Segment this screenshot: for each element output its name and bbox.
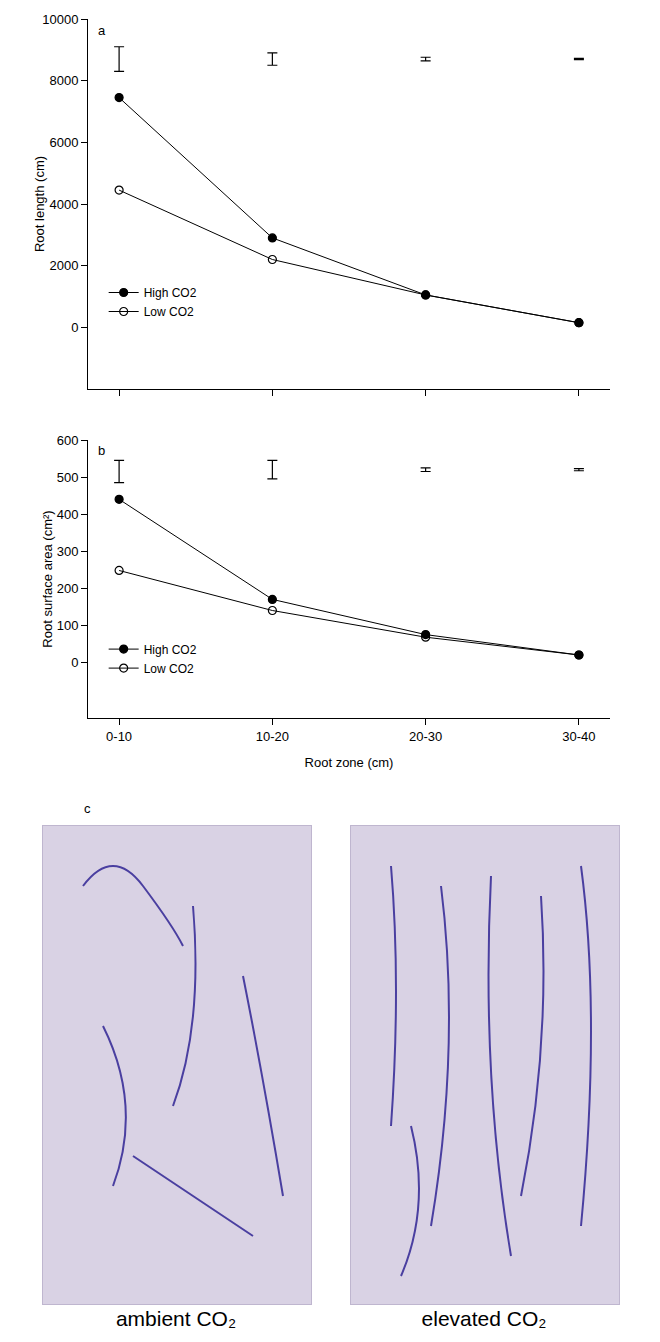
svg-text:300: 300: [57, 544, 79, 559]
svg-text:Root length (cm): Root length (cm): [32, 156, 47, 252]
html-text:elevated CO₂: elevated CO₂: [421, 1307, 547, 1330]
svg-text:0: 0: [71, 655, 78, 670]
svg-text:30-40: 30-40: [562, 729, 595, 744]
svg-text:Low CO2: Low CO2: [144, 305, 194, 319]
svg-text:b: b: [98, 443, 105, 458]
svg-text:600: 600: [57, 433, 79, 448]
svg-text:0-10: 0-10: [106, 729, 132, 744]
svg-text:Root surface area (cm²): Root surface area (cm²): [40, 510, 55, 647]
svg-text:2000: 2000: [49, 258, 78, 273]
svg-text:100: 100: [57, 618, 79, 633]
svg-text:6000: 6000: [49, 135, 78, 150]
svg-text:High CO2: High CO2: [144, 286, 197, 300]
svg-text:High CO2: High CO2: [144, 643, 197, 657]
svg-text:a: a: [98, 23, 106, 38]
svg-text:4000: 4000: [49, 197, 78, 212]
svg-text:8000: 8000: [49, 73, 78, 88]
svg-text:400: 400: [57, 507, 79, 522]
svg-text:200: 200: [57, 581, 79, 596]
svg-text:Root zone (cm): Root zone (cm): [305, 755, 394, 770]
svg-text:0: 0: [71, 320, 78, 335]
html-text:c: c: [84, 801, 91, 816]
svg-text:10000: 10000: [42, 12, 78, 27]
svg-text:Low CO2: Low CO2: [144, 662, 194, 676]
svg-text:20-30: 20-30: [409, 729, 442, 744]
svg-text:500: 500: [57, 470, 79, 485]
html-text:ambient CO₂: ambient CO₂: [115, 1307, 237, 1330]
svg-text:10-20: 10-20: [256, 729, 289, 744]
